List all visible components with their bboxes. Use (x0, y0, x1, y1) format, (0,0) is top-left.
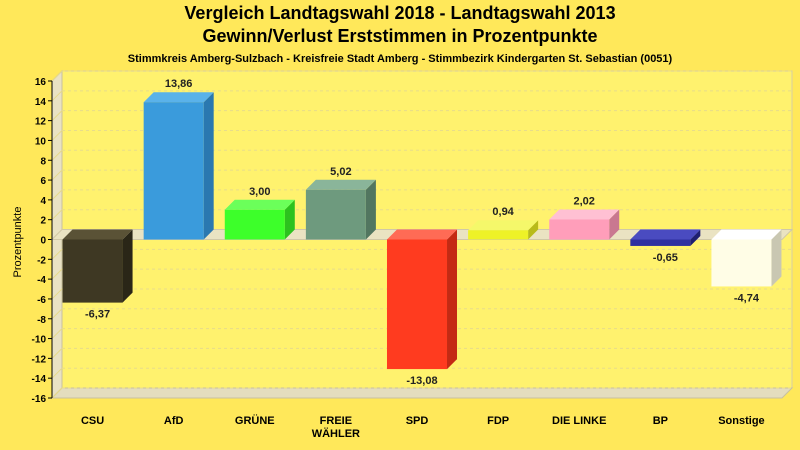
gridline-side (51, 268, 63, 280)
y-tick-label: 16 (35, 77, 47, 88)
bar (549, 219, 610, 240)
gridline-side (51, 209, 63, 221)
bar-side (447, 229, 458, 370)
x-tick-label: DIE LINKE (552, 415, 606, 427)
gridline-side (51, 189, 63, 201)
data-label: 13,86 (165, 78, 193, 90)
bar-side (528, 220, 539, 240)
y-tick-label: 12 (35, 117, 47, 128)
x-tick-label: FDP (487, 415, 509, 427)
gridline-side (51, 130, 63, 141)
gridline-side (51, 110, 63, 121)
bar (224, 209, 285, 240)
data-label: 5,02 (330, 166, 351, 178)
bar (386, 239, 448, 370)
chart-title-line2: Gewinn/Verlust Erststimmen in Prozentpun… (202, 26, 598, 46)
bar-top (143, 92, 214, 103)
gridline-side (51, 248, 63, 260)
bar-side (690, 229, 701, 246)
chart-subtitle: Stimmkreis Amberg-Sulzbach - Kreisfreie … (127, 53, 673, 65)
bar (305, 189, 366, 240)
bar-top (224, 199, 295, 210)
x-tick-label: SPD (406, 415, 429, 427)
data-label: 2,02 (574, 195, 595, 207)
gridline-side (51, 348, 63, 359)
data-label: 3,00 (249, 186, 270, 198)
bar (468, 230, 529, 240)
data-label: -6,37 (85, 309, 110, 321)
data-label: 0,94 (492, 206, 514, 218)
bar-side (122, 229, 133, 303)
gridline-side (51, 169, 63, 181)
x-tick-label: Sonstige (718, 415, 764, 427)
y-tick-label: -4 (37, 275, 46, 286)
y-tick-label: -10 (32, 335, 47, 346)
floor (50, 387, 794, 399)
chart-title: Vergleich Landtagswahl 2018 - Landtagswa… (184, 3, 616, 23)
y-tick-label: 4 (40, 196, 46, 207)
bar (630, 239, 691, 246)
bar (62, 239, 123, 303)
y-tick-label: 8 (40, 156, 46, 167)
y-tick-label: -2 (37, 255, 46, 266)
x-tick-label: AfD (164, 415, 184, 427)
y-tick-label: -14 (32, 374, 47, 385)
y-tick-label: -16 (32, 394, 47, 405)
data-label: -4,74 (734, 292, 760, 304)
gridline-side (51, 90, 63, 102)
bar-top (549, 209, 620, 220)
bar-top (305, 179, 376, 190)
bar-top (468, 220, 539, 231)
gridline-side (51, 328, 63, 339)
gridline-side (51, 149, 63, 161)
bar-top (62, 229, 133, 240)
gridline-side (51, 367, 63, 379)
x-tick-label: FREIE (320, 415, 352, 427)
gridline-side (51, 288, 63, 300)
bar (143, 102, 204, 240)
y-tick-label: -12 (32, 354, 47, 365)
x-tick-label: WÄHLER (312, 427, 360, 440)
data-label: -0,65 (653, 252, 678, 264)
bar-side (771, 229, 782, 287)
bar-side (609, 209, 620, 240)
gridline-side (51, 70, 63, 82)
gridline-side (51, 387, 63, 399)
bar-side (203, 92, 214, 240)
bar-top (386, 229, 458, 240)
x-tick-label: GRÜNE (235, 414, 275, 427)
y-tick-label: 6 (40, 176, 46, 187)
gridline-side (51, 308, 63, 320)
bar-top (711, 229, 782, 240)
y-tick-label: 2 (40, 216, 46, 227)
y-tick-label: -8 (37, 315, 46, 326)
y-tick-label: 10 (35, 136, 47, 147)
y-tick-label: 0 (40, 236, 46, 247)
bar-top (630, 229, 701, 240)
x-tick-label: CSU (81, 415, 104, 427)
bar-side (365, 179, 376, 240)
y-tick-label: -6 (37, 295, 46, 306)
bar (711, 239, 772, 287)
data-label: -13,08 (406, 375, 437, 387)
bar-side (284, 199, 295, 240)
x-tick-label: BP (653, 415, 668, 427)
y-tick-label: 14 (35, 97, 47, 108)
